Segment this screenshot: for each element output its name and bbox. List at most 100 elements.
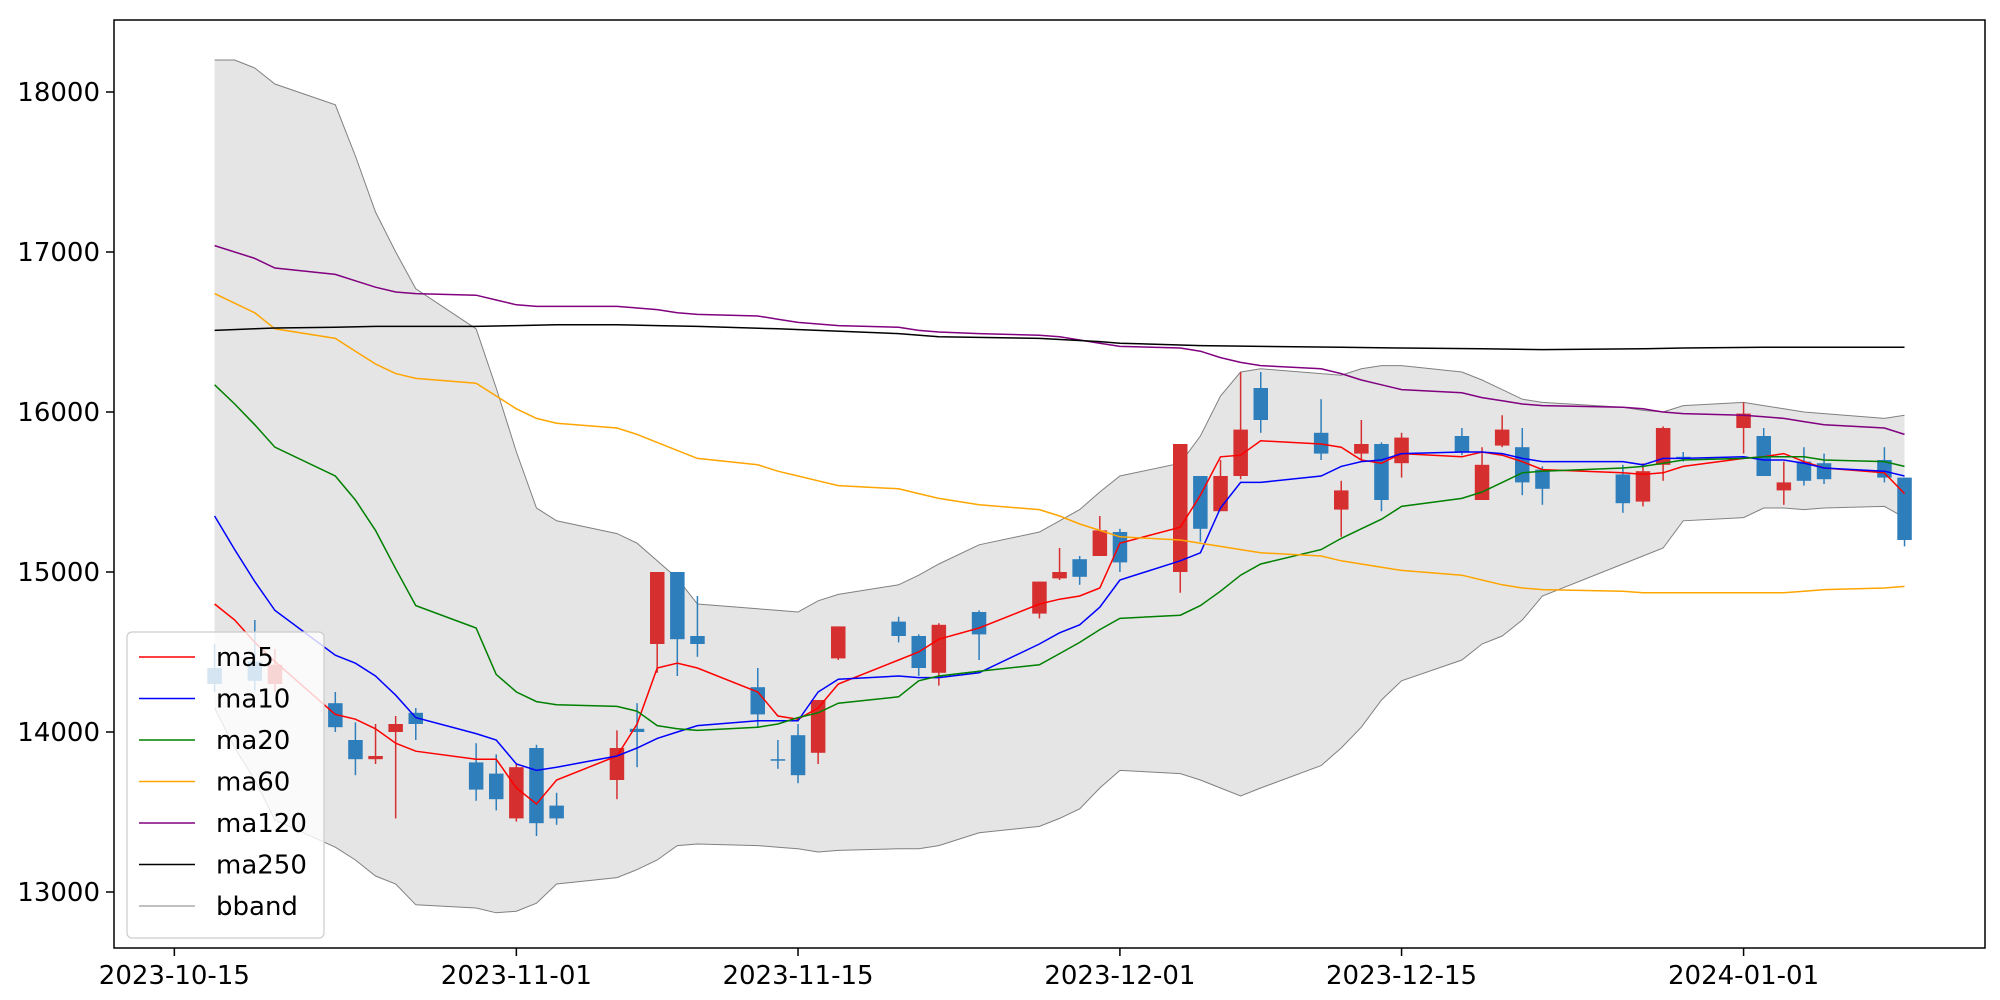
candle — [348, 722, 363, 776]
candle-body — [1756, 436, 1771, 476]
y-tick-label: 14000 — [17, 718, 100, 748]
candle — [509, 764, 524, 822]
candle — [831, 626, 846, 660]
legend-entry-bband: bband — [139, 892, 298, 922]
candle-body — [1173, 444, 1188, 572]
series-line-ma120 — [214, 244, 1905, 436]
x-tick-label: 2023-12-01 — [1044, 961, 1195, 991]
x-tick-label: 2023-10-15 — [99, 961, 250, 991]
candle — [489, 754, 504, 811]
legend-entry-ma250: ma250 — [139, 851, 307, 881]
candle-body — [1776, 482, 1792, 491]
candle-body — [1796, 461, 1812, 481]
candle — [891, 616, 906, 643]
candle — [931, 623, 947, 686]
legend-label: ma10 — [216, 685, 290, 715]
candle-body — [1736, 413, 1751, 428]
candle-body — [1635, 471, 1651, 502]
candle — [1354, 420, 1369, 460]
candle-body — [1474, 464, 1490, 500]
series-line-ma20 — [214, 384, 1905, 732]
candle-body — [1072, 559, 1087, 577]
candle — [1897, 477, 1912, 547]
candle-body — [770, 759, 786, 761]
candle-body — [468, 762, 484, 790]
candle-body — [489, 773, 504, 800]
candle-body — [971, 612, 987, 635]
candle-body — [408, 712, 423, 724]
candle-body — [931, 624, 947, 673]
legend-label: ma60 — [216, 768, 290, 798]
candle-body — [1213, 476, 1228, 512]
series-line-ma5 — [214, 440, 1906, 806]
candle-body — [1897, 477, 1912, 540]
candle — [1535, 466, 1550, 505]
plot-frame — [113, 19, 1986, 949]
candle — [388, 716, 403, 819]
candle-body — [1655, 428, 1671, 465]
legend-entry-ma60: ma60 — [139, 768, 290, 798]
candle-body — [1454, 436, 1470, 452]
candle — [790, 724, 806, 784]
candle-body — [388, 724, 403, 732]
candle — [690, 596, 705, 657]
candle — [1374, 442, 1389, 512]
legend-label: ma20 — [216, 726, 290, 756]
candle-body — [549, 805, 564, 819]
candle — [1313, 399, 1329, 460]
candle — [650, 572, 665, 673]
series-line-ma60 — [214, 292, 1905, 594]
candle — [368, 724, 383, 764]
candle — [1052, 548, 1067, 580]
candle — [328, 692, 343, 732]
candle-body — [650, 572, 665, 644]
y-tick-label: 15000 — [17, 558, 100, 588]
candle — [1736, 402, 1751, 454]
legend-box — [126, 631, 325, 939]
candle — [1756, 428, 1771, 476]
candle-body — [831, 626, 846, 659]
candles-layer — [207, 372, 1912, 836]
x-tick-label: 2023-11-15 — [722, 961, 873, 991]
candle-body — [1253, 388, 1268, 420]
candle — [1334, 480, 1349, 537]
candle-body — [368, 756, 383, 760]
candle-body — [328, 703, 343, 728]
candle-body — [1334, 490, 1349, 510]
bband-fill — [214, 60, 1905, 913]
candle-body — [1535, 469, 1550, 489]
candle-body — [1092, 530, 1108, 556]
candle-body — [1052, 572, 1067, 579]
candle-body — [1233, 429, 1248, 476]
candle-body — [609, 748, 625, 780]
y-tick-label: 17000 — [17, 238, 100, 268]
candle — [1776, 461, 1792, 505]
candle — [750, 668, 765, 728]
candle — [1796, 447, 1812, 486]
legend-label: ma5 — [216, 643, 274, 673]
x-tick-label: 2023-11-01 — [441, 961, 592, 991]
bband-lower-line — [214, 505, 1905, 914]
candle — [529, 744, 544, 836]
legend-entry-ma20: ma20 — [139, 726, 290, 756]
bollinger-band-layer — [214, 59, 1905, 914]
legend-label: ma120 — [216, 809, 307, 839]
candle-body — [529, 748, 544, 824]
candle — [1494, 415, 1510, 448]
candle — [770, 740, 786, 769]
candle — [408, 708, 423, 740]
x-tick-label: 2024-01-01 — [1668, 961, 1819, 991]
candle — [1394, 432, 1409, 478]
candle-body — [891, 621, 906, 636]
legend-label: ma250 — [216, 851, 307, 881]
y-tick-label: 16000 — [17, 398, 100, 428]
candle-body — [1515, 447, 1530, 483]
series-line-ma10 — [213, 451, 1905, 772]
candle-body — [1494, 429, 1510, 446]
candle-body — [629, 728, 645, 732]
candle-body — [348, 740, 363, 760]
series-line-ma250 — [214, 324, 1905, 351]
candle-body — [509, 767, 524, 819]
candle — [1655, 426, 1671, 481]
candle — [549, 792, 564, 825]
